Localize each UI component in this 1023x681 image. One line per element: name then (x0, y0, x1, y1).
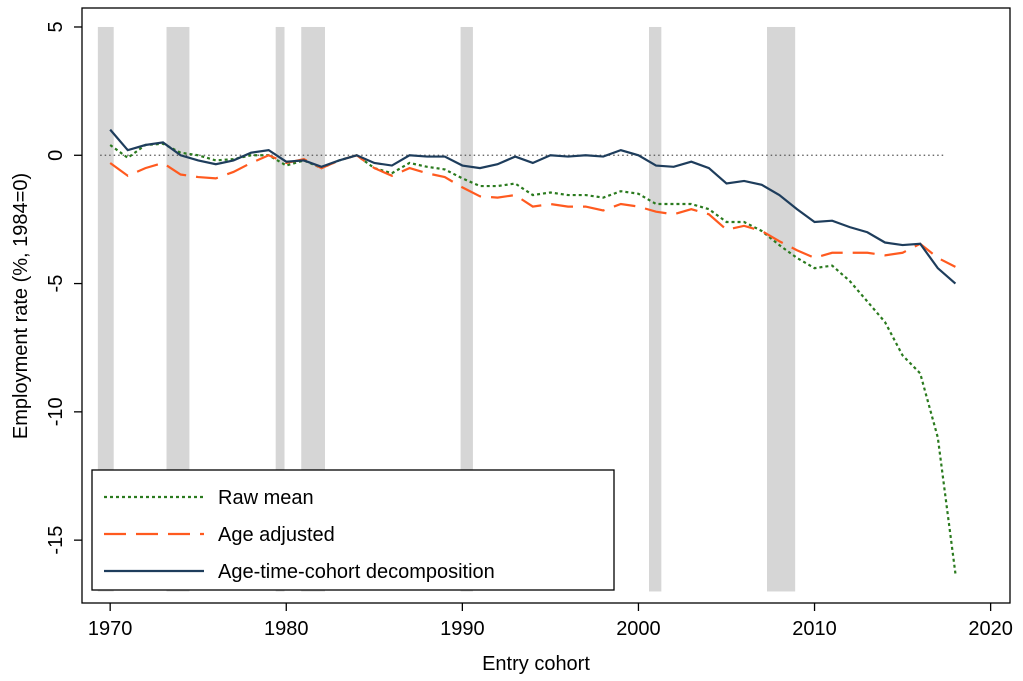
shaded-period (301, 26, 326, 592)
x-tick-label: 1980 (264, 618, 309, 640)
y-tick-label: -15 (45, 526, 67, 555)
shaded-period (97, 26, 114, 592)
legend-label: Raw mean (218, 487, 314, 509)
shaded-period (275, 26, 285, 592)
series-line (109, 154, 956, 268)
x-axis-label: Entry cohort (482, 653, 590, 675)
x-tick-label: 2000 (616, 618, 661, 640)
shaded-period (649, 26, 662, 592)
legend-label: Age-time-cohort decomposition (218, 561, 495, 583)
y-tick-label: 5 (45, 21, 67, 32)
x-tick-label: 2020 (968, 618, 1013, 640)
series-line (109, 142, 957, 574)
x-tick-label: 1970 (88, 618, 133, 640)
y-tick-label: -10 (45, 397, 67, 426)
shaded-period (460, 26, 473, 592)
legend-label: Age adjusted (218, 524, 335, 546)
plot-frame (81, 7, 1011, 604)
y-tick-label: 0 (45, 150, 67, 161)
x-tick-label: 1990 (440, 618, 485, 640)
y-tick-label: -5 (45, 275, 67, 293)
shaded-period (766, 26, 796, 592)
x-tick-label: 2010 (792, 618, 837, 640)
series-line (109, 128, 957, 285)
y-axis-label: Employment rate (%, 1984=0) (10, 173, 32, 439)
